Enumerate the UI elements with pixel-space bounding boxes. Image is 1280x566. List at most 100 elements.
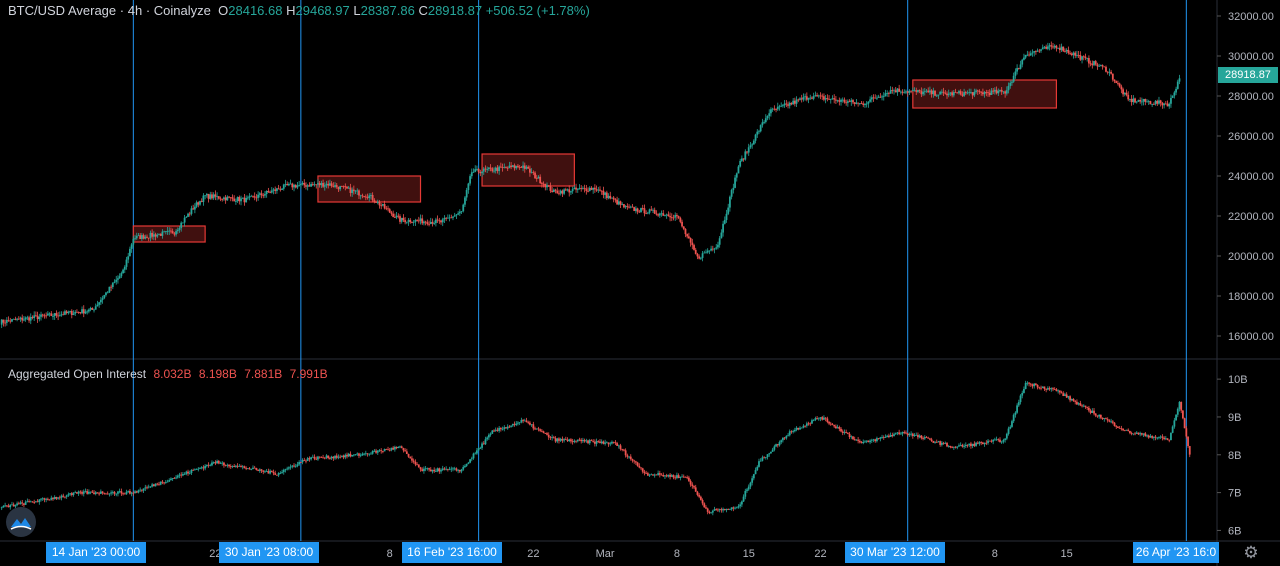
oi-candle	[1130, 431, 1133, 436]
price-candle	[735, 172, 738, 182]
oi-candle	[486, 436, 489, 441]
price-candle	[1052, 43, 1054, 49]
oi-candle	[511, 423, 514, 428]
oi-candle	[676, 472, 678, 480]
oi-candle	[1142, 433, 1145, 437]
oi-candle	[223, 461, 225, 468]
oi-candle	[1156, 437, 1159, 440]
price-candle	[311, 182, 314, 187]
price-candle	[409, 218, 412, 224]
oi-candle	[621, 448, 624, 452]
price-candle	[568, 185, 571, 197]
price-candle	[546, 182, 548, 191]
interval-label[interactable]: 4h	[127, 3, 143, 18]
oi-tick-label: 6B	[1228, 525, 1241, 537]
price-candle	[1017, 67, 1020, 70]
price-candle	[715, 243, 718, 250]
coinalyze-logo-icon[interactable]	[6, 507, 36, 537]
oi-candle	[487, 433, 490, 440]
price-candle	[616, 196, 618, 205]
price-candle	[1149, 100, 1152, 105]
price-candle	[573, 185, 576, 190]
price-candle	[587, 187, 589, 193]
price-candle	[802, 93, 805, 102]
oi-candle	[993, 437, 996, 441]
oi-candle	[633, 459, 636, 464]
symbol-name[interactable]: BTC/USD Average	[8, 3, 117, 18]
oi-candle	[110, 490, 113, 496]
price-candle	[532, 170, 535, 176]
price-candle	[87, 308, 90, 314]
indicator-title[interactable]: Aggregated Open Interest	[8, 367, 147, 381]
price-candle	[869, 96, 871, 103]
price-candle	[946, 91, 948, 99]
price-candle	[0, 319, 3, 329]
oi-candle	[968, 443, 971, 448]
price-candle	[645, 210, 648, 215]
oi-candle	[694, 484, 697, 492]
oi-candle	[72, 492, 75, 497]
price-candle	[1127, 91, 1130, 102]
price-candle	[1093, 60, 1095, 67]
oi-candle	[115, 493, 118, 497]
price-candle	[540, 181, 543, 188]
price-candle	[1173, 90, 1176, 99]
price-candle	[758, 129, 760, 135]
oi-candle	[233, 463, 236, 468]
oi-candle	[1023, 386, 1025, 394]
oi-candle	[643, 469, 646, 476]
price-candle	[113, 279, 116, 284]
price-candle	[667, 211, 670, 217]
oi-candle	[1178, 400, 1181, 412]
gear-icon[interactable]: ⚙	[1243, 543, 1259, 562]
price-candle	[797, 98, 800, 103]
price-candle	[582, 186, 584, 190]
oi-candle	[809, 422, 812, 427]
oi-candle	[347, 452, 350, 458]
oi-candle	[645, 470, 648, 474]
price-candle	[264, 191, 266, 199]
price-candle	[1103, 66, 1106, 68]
price-candle	[1043, 46, 1046, 50]
price-candle	[176, 227, 179, 234]
oi-candle	[877, 438, 880, 440]
price-candle	[294, 184, 297, 189]
oi-candle	[787, 433, 789, 437]
price-candle	[1040, 48, 1042, 53]
oi-candle	[176, 474, 179, 479]
price-candle	[356, 188, 359, 195]
price-candle	[592, 187, 595, 194]
price-candle	[778, 104, 781, 111]
price-candle	[891, 86, 894, 94]
price-candle	[1158, 96, 1160, 105]
oi-candle	[130, 491, 133, 497]
oi-candle	[867, 440, 870, 443]
price-candle	[930, 89, 933, 98]
oi-candle	[580, 438, 583, 444]
price-candle	[1161, 101, 1164, 109]
oi-candle	[1146, 434, 1148, 438]
oi-candle	[1014, 411, 1017, 418]
price-candle	[1029, 50, 1032, 56]
oi-candle	[1091, 408, 1094, 414]
oi-candle	[884, 434, 887, 439]
price-candle	[949, 92, 952, 97]
oi-candle	[503, 425, 506, 432]
oi-candle	[964, 442, 967, 449]
price-candle	[876, 95, 878, 101]
oi-candle	[262, 470, 265, 475]
oi-tick-label: 7B	[1228, 488, 1241, 500]
oi-candle	[298, 460, 301, 466]
oi-candle	[1117, 426, 1119, 429]
oi-candle	[940, 441, 943, 447]
price-candle	[149, 230, 152, 242]
oi-candle	[858, 439, 861, 444]
oi-candle	[140, 489, 143, 493]
oi-candle	[752, 473, 755, 481]
price-candle	[21, 314, 24, 324]
oi-candle	[722, 507, 724, 513]
price-candle	[942, 87, 945, 96]
oi-candle	[200, 466, 203, 470]
price-candle	[151, 229, 154, 240]
